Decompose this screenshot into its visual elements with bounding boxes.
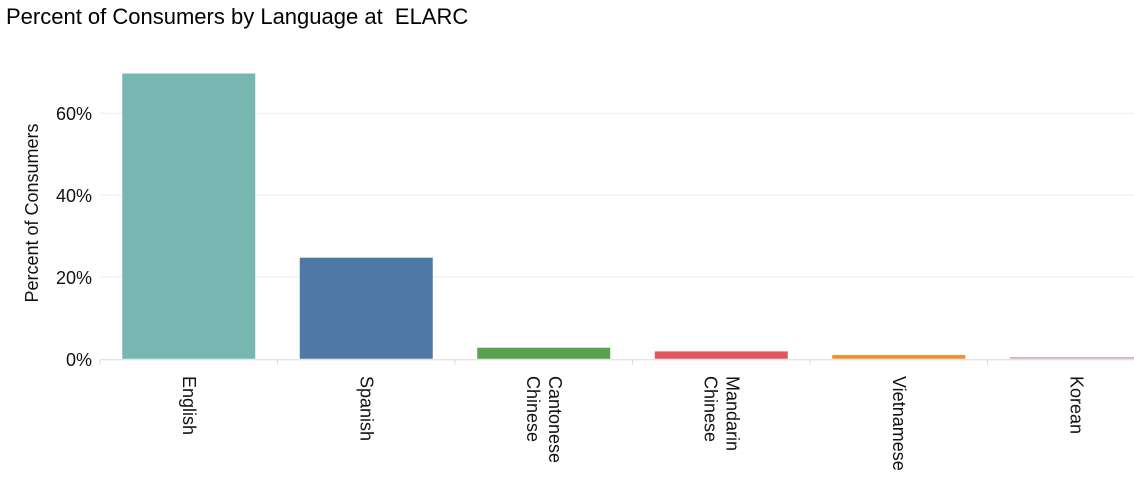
bar [832, 355, 966, 359]
category-label: Vietnamese [889, 376, 909, 471]
bar [654, 351, 788, 359]
axes [99, 359, 1134, 365]
category-label: English [179, 376, 199, 435]
bar [477, 347, 611, 359]
chart-title: Percent of Consumers by Language at ELAR… [6, 4, 469, 29]
y-tick-label: 20% [56, 268, 92, 288]
y-tick-label: 40% [56, 186, 92, 206]
category-label: Cantonese [545, 376, 565, 463]
bar [299, 257, 433, 359]
category-label: Mandarin [722, 376, 742, 451]
category-label: Chinese [700, 376, 720, 442]
y-tick-label: 60% [56, 104, 92, 124]
y-tick-label: 0% [66, 350, 92, 370]
category-label: Spanish [356, 376, 376, 441]
y-tick-labels: 0% 20% 40% 60% [56, 104, 92, 370]
category-label: Chinese [523, 376, 543, 442]
bar [122, 73, 256, 359]
category-label: Korean [1066, 376, 1086, 434]
gridlines [100, 112, 1134, 278]
y-axis-label: Percent of Consumers [22, 123, 42, 302]
bar [1009, 357, 1134, 359]
bars [122, 73, 1134, 359]
